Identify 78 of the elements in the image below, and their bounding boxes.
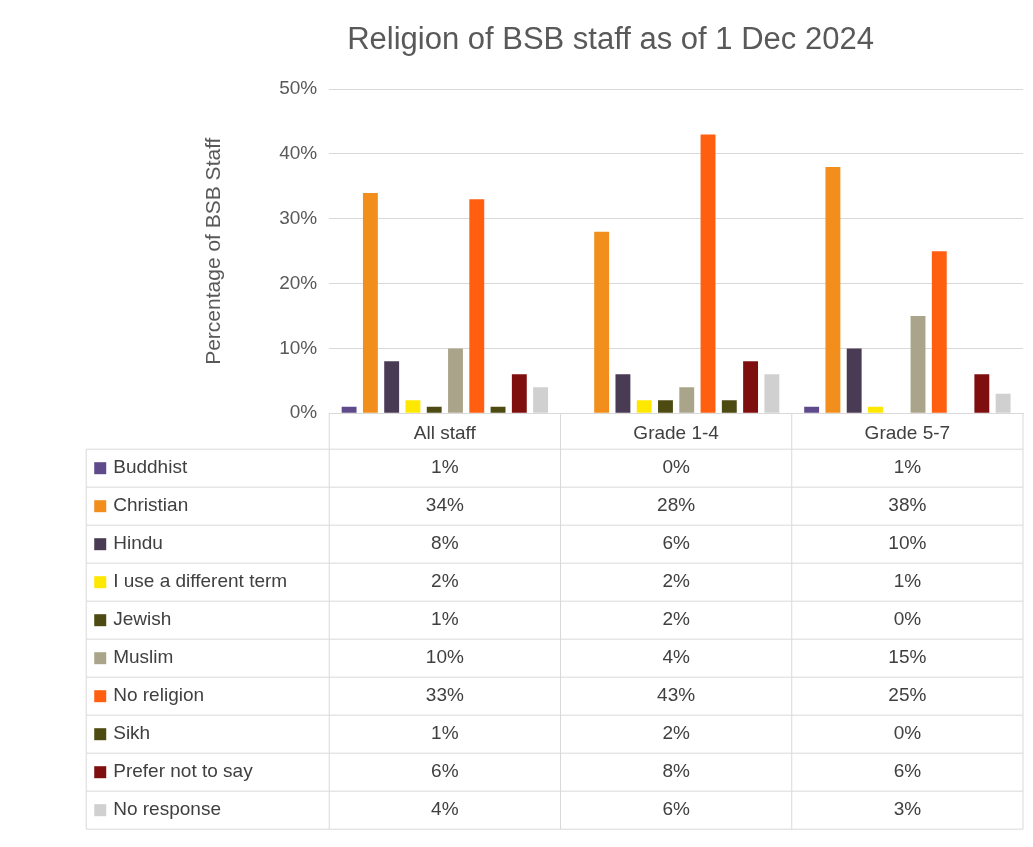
bar (341, 406, 357, 413)
bar (679, 387, 695, 413)
data-label: 28% (657, 494, 696, 516)
data-label: 0% (662, 456, 690, 478)
x-tick-label: Grade 1-4 (633, 421, 720, 443)
data-label: 38% (888, 494, 927, 516)
data-label: 10% (888, 532, 927, 554)
bar (974, 374, 990, 413)
chart-title: Religion of BSB staff as of 1 Dec 2024 (347, 21, 874, 57)
bar (658, 400, 673, 413)
bar (426, 406, 442, 413)
data-label: 2% (431, 570, 459, 592)
bar (931, 251, 947, 413)
bar (511, 374, 527, 413)
data-label: 4% (662, 646, 690, 668)
legend-label: No religion (113, 684, 205, 706)
legend-label: Hindu (113, 532, 163, 554)
y-tick-label: 30% (279, 207, 318, 229)
x-tick-label: Grade 5-7 (864, 421, 951, 443)
legend-label: No response (113, 798, 221, 820)
y-tick-label: 20% (279, 271, 318, 293)
legend-label: I use a different term (113, 570, 288, 592)
bar (594, 231, 610, 413)
data-label: 3% (893, 798, 922, 820)
bar (636, 400, 652, 413)
data-label: 1% (893, 456, 922, 478)
data-label: 43% (657, 684, 696, 706)
bar (764, 374, 780, 413)
bar (448, 348, 463, 413)
bar (615, 374, 631, 413)
data-label: 1% (893, 570, 922, 592)
data-label: 1% (431, 608, 459, 630)
y-tick-label: 40% (279, 142, 318, 164)
data-label: 2% (662, 722, 690, 744)
bar (910, 316, 926, 413)
data-label: 0% (893, 722, 922, 744)
bar (384, 361, 400, 413)
bar (804, 406, 820, 413)
legend-label: Jewish (113, 608, 172, 630)
data-label: 4% (431, 798, 459, 820)
legend-label: Muslim (113, 646, 174, 668)
data-label: 15% (888, 646, 927, 668)
bar (868, 406, 883, 413)
bar (743, 361, 759, 413)
bar (490, 406, 506, 413)
data-label: 2% (662, 608, 690, 630)
y-tick-label: 50% (279, 77, 318, 99)
bar (533, 387, 549, 413)
data-label: 34% (425, 494, 464, 516)
x-tick-label: All staff (413, 421, 477, 443)
legend-label: Christian (113, 494, 189, 516)
data-label: 33% (425, 684, 464, 706)
bar (825, 166, 841, 413)
legend-label: Buddhist (113, 456, 188, 478)
data-label: 25% (888, 684, 927, 706)
y-tick-label: 10% (279, 336, 318, 358)
data-label: 1% (431, 456, 459, 478)
data-label: 6% (431, 760, 459, 782)
bar (700, 134, 716, 413)
bar (362, 192, 378, 413)
data-label: 2% (662, 570, 690, 592)
bar (469, 199, 485, 413)
bar (405, 400, 421, 413)
data-label: 6% (662, 532, 690, 554)
data-label: 8% (662, 760, 690, 782)
legend-label: Sikh (113, 722, 151, 744)
legend-label: Prefer not to say (113, 760, 254, 782)
data-label: 8% (431, 532, 459, 554)
bar (846, 348, 862, 413)
data-label: 10% (425, 646, 464, 668)
y-axis-title: Percentage of BSB Staff (201, 137, 225, 365)
data-label: 6% (893, 760, 922, 782)
bar (995, 393, 1011, 413)
bar (721, 400, 737, 413)
y-tick-label: 0% (289, 401, 318, 423)
data-label: 6% (662, 798, 690, 820)
data-label: 1% (431, 722, 459, 744)
data-label: 0% (893, 608, 922, 630)
